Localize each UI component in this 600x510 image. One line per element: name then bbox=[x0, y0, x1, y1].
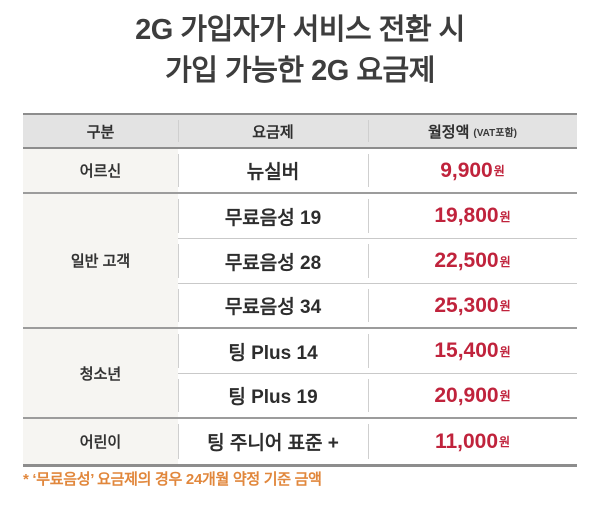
price-cell: 20,900 원 bbox=[368, 374, 577, 419]
price-value: 11,000 bbox=[434, 429, 499, 453]
category-cell-youth: 청소년 bbox=[23, 329, 178, 419]
price-unit: 원 bbox=[499, 435, 511, 449]
page-title-line2: 가입 가능한 2G 요금제 bbox=[165, 55, 435, 87]
price-cell: 11,000 원 bbox=[368, 419, 577, 464]
vat-note: (VAT포함) bbox=[473, 127, 517, 139]
plan-cell: 뉴실버 bbox=[178, 149, 368, 194]
plan-cell: 팅 주니어 표준 + bbox=[178, 419, 368, 464]
category-cell-seniors: 어르신 bbox=[23, 149, 178, 194]
price-value: 25,300 bbox=[434, 293, 499, 317]
price-unit: 원 bbox=[493, 164, 505, 178]
price-cell: 9,900 원 bbox=[368, 149, 577, 194]
price-unit: 원 bbox=[499, 389, 511, 403]
price-value: 20,900 bbox=[434, 383, 499, 407]
price-unit: 원 bbox=[499, 254, 511, 269]
price-value: 22,500 bbox=[434, 249, 499, 272]
price-value: 19,800 bbox=[434, 204, 499, 227]
price-cell: 15,400 원 bbox=[368, 329, 577, 374]
price-cell: 19,800 원 bbox=[368, 194, 577, 239]
page-title: 2G 가입자가 서비스 전환 시 가입 가능한 2G 요금제 bbox=[0, 10, 600, 92]
pricing-table: 구분 요금제 월정액 (VAT포함) 어르신 뉴실버 9,900 원 일반 고객… bbox=[23, 113, 577, 467]
column-header-category: 구분 bbox=[23, 115, 178, 149]
category-cell-general: 일반 고객 bbox=[23, 194, 178, 329]
plan-cell: 팅 Plus 19 bbox=[178, 374, 368, 419]
plan-cell: 무료음성 34 bbox=[178, 284, 368, 329]
price-cell: 22,500 원 bbox=[368, 239, 577, 284]
plan-cell: 팅 Plus 14 bbox=[178, 329, 368, 374]
price-value: 15,400 bbox=[434, 339, 499, 362]
price-value: 9,900 bbox=[440, 158, 493, 182]
category-cell-children: 어린이 bbox=[23, 419, 178, 464]
column-header-price: 월정액 (VAT포함) bbox=[368, 115, 577, 149]
footnote: * ‘무료음성’ 요금제의 경우 24개월 약정 기준 금액 bbox=[23, 471, 322, 488]
price-unit: 원 bbox=[499, 299, 511, 313]
price-unit: 원 bbox=[499, 344, 511, 359]
plan-cell: 무료음성 19 bbox=[178, 194, 368, 239]
column-header-plan: 요금제 bbox=[178, 115, 368, 149]
plan-cell: 무료음성 28 bbox=[178, 239, 368, 284]
page-title-line1: 2G 가입자가 서비스 전환 시 bbox=[135, 14, 465, 46]
price-cell: 25,300 원 bbox=[368, 284, 577, 329]
price-unit: 원 bbox=[499, 209, 511, 224]
column-header-price-label: 월정액 bbox=[428, 123, 470, 141]
